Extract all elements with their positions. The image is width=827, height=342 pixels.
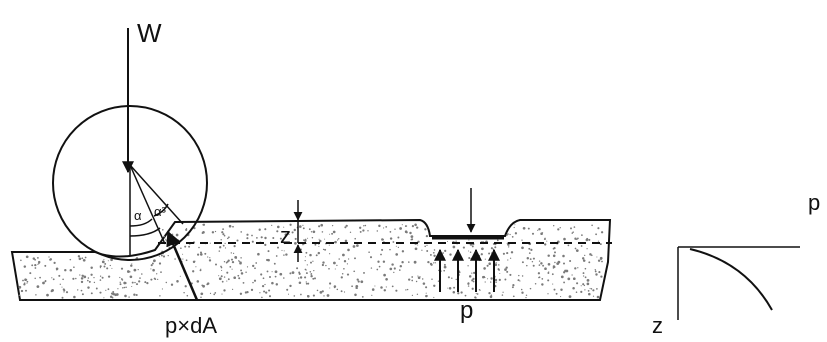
sinkage-dimension: z [280,200,303,262]
angle-arc-alpha-3 [153,203,169,217]
wheel-radius-2 [129,164,184,225]
reaction-arrow [166,230,199,301]
soil-body [10,218,612,301]
reaction-label: p×dA [165,313,217,338]
sinkage-label: z [280,223,291,248]
soil-speckles [18,223,604,299]
angle-arc-alpha [129,218,153,227]
graph-depth-label: z [652,313,663,338]
wheel-circle [52,105,208,261]
alpha-left-label: α [134,208,142,223]
wheel-radius-1 [129,164,166,245]
load-label: W [137,18,162,48]
angle-arc-alpha-2 [129,227,161,237]
graph-curve [689,248,773,311]
soil-outline [10,218,612,301]
plate-pressure-arrows [434,248,500,292]
plate-pressure-label: p [460,297,473,324]
pressure-sinkage-graph: p z [652,190,820,338]
wheel: α α³ [52,105,208,261]
graph-pressure-label: p [808,190,820,215]
alpha-right-label: α³ [154,204,167,219]
